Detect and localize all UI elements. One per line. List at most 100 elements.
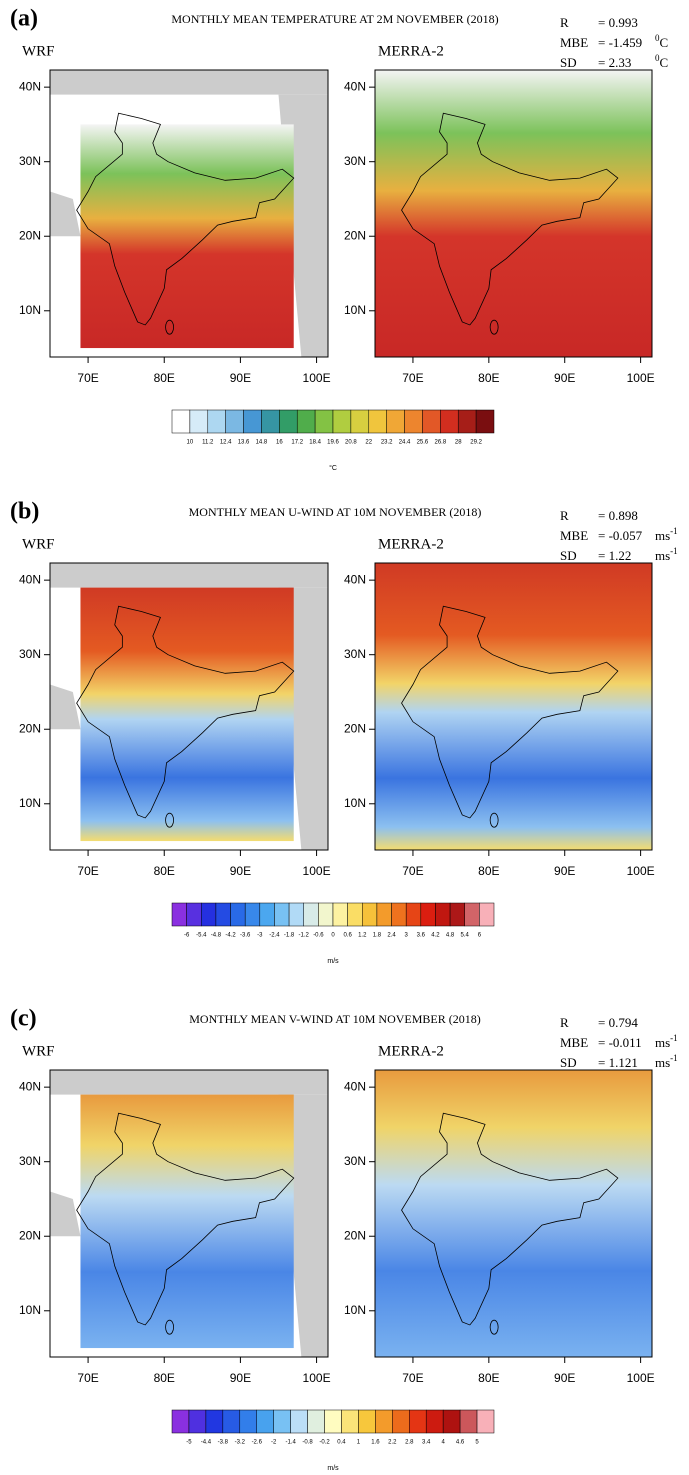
colorbar-box	[171, 902, 187, 927]
colorbar-label: 4.2	[431, 933, 440, 939]
stat-unit: 0C	[655, 53, 668, 70]
stat-unit-part: -1	[670, 1033, 678, 1043]
colorbar-label: 14.8	[256, 440, 268, 446]
lat-label: 10N	[19, 1303, 41, 1317]
colorbar-box	[362, 902, 378, 927]
lat-label: 40N	[344, 79, 366, 93]
sri-lanka	[165, 319, 174, 335]
stat-value: = 0.794	[598, 1015, 638, 1030]
colorbar-box	[368, 409, 387, 434]
colorbar-box	[288, 902, 304, 927]
colorbar-label: 13.6	[238, 440, 250, 446]
land-west	[50, 191, 81, 237]
colorbar-box	[205, 1409, 224, 1434]
lat-label: 30N	[19, 1154, 41, 1168]
colorbar-box	[358, 1409, 376, 1434]
colorbar-label: -3.6	[240, 933, 251, 939]
colorbar-box	[341, 1409, 359, 1434]
panel-title: MONTHLY MEAN U-WIND AT 10M NOVEMBER (201…	[189, 505, 482, 519]
colorbar-box	[475, 409, 495, 434]
country-outline	[401, 1112, 619, 1326]
lat-label: 40N	[344, 1079, 366, 1093]
stat-unit-part: C	[660, 55, 669, 70]
stat-unit: ms-1	[655, 1053, 678, 1070]
colorbar-box	[239, 1409, 257, 1434]
lat-label: 40N	[19, 79, 41, 93]
colorbar-box	[256, 1409, 274, 1434]
lon-label: 80E	[154, 371, 175, 385]
stat-unit-part: -1	[670, 526, 678, 536]
colorbar-box	[207, 409, 226, 434]
lon-label: 70E	[402, 864, 423, 878]
colorbar-label: -3.2	[235, 1440, 246, 1446]
lon-label: 90E	[230, 864, 251, 878]
colorbar-label: 23.2	[381, 440, 393, 446]
colorbar-label: -1.4	[285, 1440, 296, 1446]
stat-value: = 1.121	[598, 1055, 638, 1070]
colorbar-label: 19.6	[327, 440, 339, 446]
colorbar-label: -0.2	[319, 1440, 330, 1446]
stat-value: = 1.22	[598, 548, 631, 563]
colorbar-label: 18.4	[309, 440, 321, 446]
colorbar-label: -4.4	[201, 1440, 212, 1446]
stat-value: = -0.011	[598, 1035, 642, 1050]
colorbar-label: 2.2	[388, 1440, 397, 1446]
lat-label: 30N	[344, 1154, 366, 1168]
map-title: MERRA-2	[378, 536, 444, 552]
stat-name: MBE	[560, 528, 588, 543]
colorbar-box	[225, 409, 244, 434]
colorbar-label: 2.8	[405, 1440, 414, 1446]
colorbar-box	[479, 902, 495, 927]
stat-value: = -0.057	[598, 528, 643, 543]
colorbar-box	[404, 409, 423, 434]
colorbar-box	[435, 902, 451, 927]
stat-unit-part: -1	[670, 546, 678, 556]
colorbar-label: 4	[441, 1440, 445, 1446]
lon-label: 100E	[303, 371, 331, 385]
model-field	[80, 587, 294, 842]
sri-lanka	[489, 319, 499, 335]
colorbar-box	[420, 902, 436, 927]
lon-label: 100E	[627, 1371, 655, 1385]
colorbar-box	[375, 1409, 393, 1434]
map-title: WRF	[22, 43, 55, 59]
colorbar-box	[243, 409, 262, 434]
reanalysis-field	[375, 70, 652, 357]
model-field	[80, 1094, 294, 1349]
lon-label: 80E	[154, 1371, 175, 1385]
lat-label: 40N	[19, 572, 41, 586]
land-west	[50, 1191, 81, 1237]
colorbar-label: 25.6	[417, 440, 429, 446]
colorbar-box	[261, 409, 280, 434]
lon-label: 80E	[478, 371, 499, 385]
colorbar-label: 3.6	[417, 933, 426, 939]
colorbar-box	[476, 1409, 495, 1434]
lon-label: 100E	[627, 864, 655, 878]
stat-unit-part: C	[660, 35, 669, 50]
lon-label: 100E	[303, 1371, 331, 1385]
colorbar-box	[391, 902, 407, 927]
colorbar-label: 10	[187, 440, 194, 446]
colorbar-box	[222, 1409, 241, 1434]
colorbar-box	[332, 902, 348, 927]
lat-label: 10N	[344, 1303, 366, 1317]
colorbar-box	[189, 409, 209, 434]
colorbar-box	[318, 902, 334, 927]
panel: (c) MONTHLY MEAN V-WIND AT 10M NOVEMBER (…	[10, 1006, 678, 1472]
model-field	[80, 124, 294, 349]
lat-label: 20N	[19, 721, 41, 735]
stat-name: MBE	[560, 1035, 588, 1050]
stat-value: = 0.898	[598, 508, 638, 523]
colorbar-label: 4.8	[446, 933, 455, 939]
colorbar-label: 12.4	[220, 440, 232, 446]
lon-label: 100E	[627, 371, 655, 385]
lat-label: 10N	[19, 303, 41, 317]
colorbar-label: 0	[331, 933, 335, 939]
colorbar-label: 22	[365, 440, 372, 446]
colorbar-label: -1.8	[284, 933, 295, 939]
map-frame	[49, 1069, 329, 1358]
lon-label: 90E	[554, 371, 575, 385]
stat-value: = 0.993	[598, 15, 638, 30]
lat-label: 10N	[344, 796, 366, 810]
